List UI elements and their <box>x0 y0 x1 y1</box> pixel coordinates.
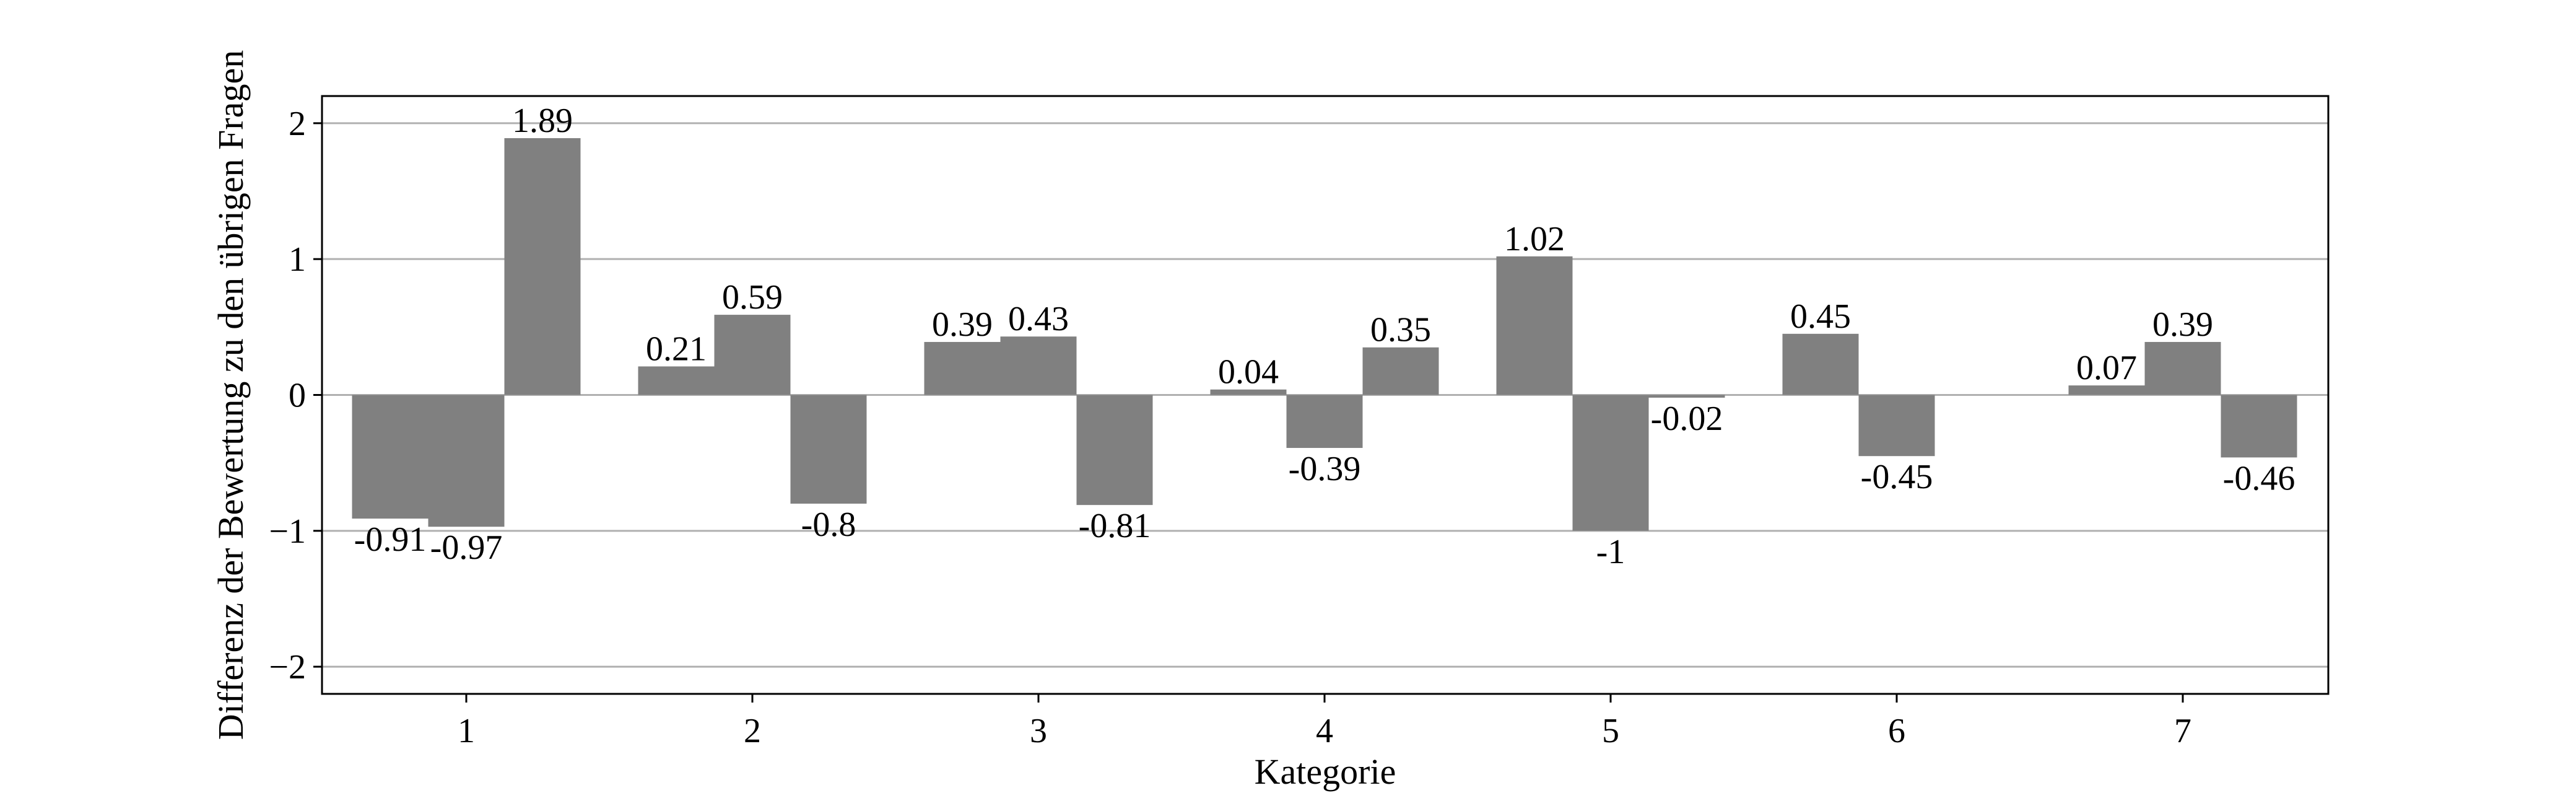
bar <box>714 315 791 395</box>
y-tick-label: −1 <box>269 512 306 551</box>
data-label: 0.21 <box>646 330 707 368</box>
data-label: 0.39 <box>2152 305 2213 344</box>
bar <box>1572 395 1649 531</box>
bar <box>1362 347 1439 395</box>
data-label: 0.59 <box>722 278 783 317</box>
bars <box>352 138 2297 531</box>
bar <box>1286 395 1363 449</box>
x-tick-label: 5 <box>1602 712 1619 750</box>
data-labels: -0.91 0.21 0.39 0.04 1.02 0.45 0.07 -0.97 0.59 0.… <box>354 102 2295 571</box>
y-tick-label: 0 <box>289 377 306 415</box>
x-tick-label: 2 <box>744 712 761 750</box>
bar <box>2144 341 2221 395</box>
data-label: 0.39 <box>932 305 993 344</box>
data-label: 1.02 <box>1504 220 1565 258</box>
y-tick-label: −2 <box>269 648 306 686</box>
data-label: -0.39 <box>1289 450 1361 488</box>
data-label: -0.81 <box>1079 507 1151 545</box>
x-tick-label: 1 <box>458 712 475 750</box>
data-label: -0.97 <box>430 528 503 567</box>
bar <box>504 138 581 395</box>
bar <box>1782 333 1859 395</box>
data-label: 0.43 <box>1008 300 1069 338</box>
data-label: -0.02 <box>1651 400 1723 438</box>
x-axis-title: Kategorie <box>1255 751 1396 792</box>
x-tick-label: 4 <box>1316 712 1333 750</box>
data-label: -0.46 <box>2223 459 2295 497</box>
data-label: -0.91 <box>354 520 427 559</box>
bar <box>1000 336 1077 395</box>
bar <box>924 341 1001 395</box>
data-label: 0.45 <box>1790 297 1851 336</box>
data-label: -0.45 <box>1861 458 1933 496</box>
bar <box>428 395 505 527</box>
data-label: 0.04 <box>1218 353 1279 392</box>
bar <box>638 366 715 395</box>
bar <box>2068 385 2145 395</box>
y-tick-label: 2 <box>289 105 306 143</box>
y-axis-title: Differenz der Bewertung zu den übrigen F… <box>211 50 251 740</box>
bar <box>1496 256 1573 395</box>
bar <box>352 395 429 519</box>
x-tick-label: 3 <box>1030 712 1047 750</box>
data-label: -1 <box>1596 533 1625 571</box>
bar <box>2221 395 2297 458</box>
bar <box>1210 389 1287 395</box>
data-label: 1.89 <box>512 102 573 140</box>
data-label: -0.8 <box>801 506 856 544</box>
bar <box>790 395 867 504</box>
data-label: 0.07 <box>2076 349 2137 387</box>
axis-ticks: 2 1 0 −1 −2 1 2 3 4 5 6 7 <box>269 105 2191 750</box>
y-tick-label: 1 <box>289 240 306 279</box>
bar <box>1648 395 1725 398</box>
data-label: 0.35 <box>1370 311 1431 349</box>
x-tick-label: 6 <box>1888 712 1905 750</box>
bar <box>1858 395 1935 457</box>
bar <box>1076 395 1153 506</box>
x-tick-label: 7 <box>2174 712 2191 750</box>
